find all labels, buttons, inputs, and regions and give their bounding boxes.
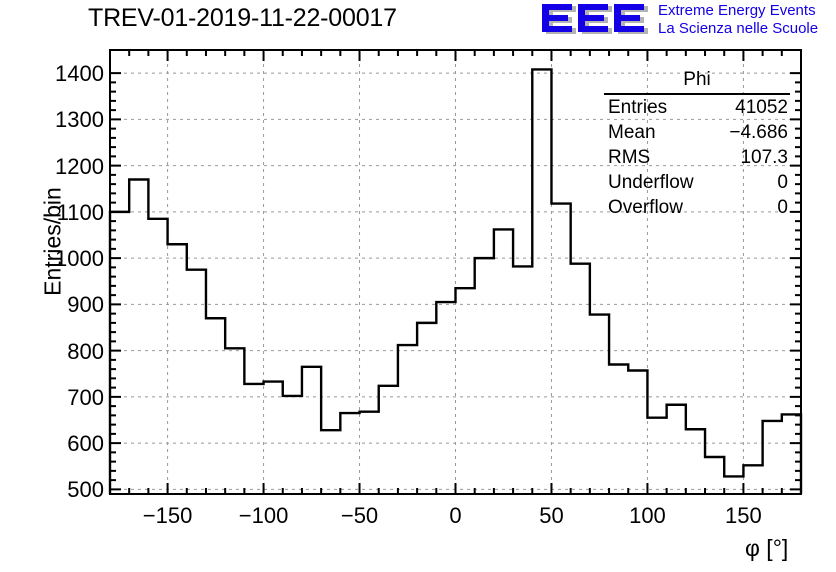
x-tick-label: −150 — [142, 503, 193, 528]
y-tick-label: 900 — [67, 292, 104, 318]
y-tick-label: 1300 — [55, 107, 104, 133]
stats-key: Mean — [608, 122, 656, 143]
stats-value: −4.686 — [729, 122, 788, 143]
x-tick-label: 150 — [725, 503, 762, 528]
eee-logo-mark — [542, 4, 648, 34]
stats-value: 0 — [777, 197, 788, 218]
x-tick-label: 100 — [629, 503, 666, 528]
stats-rows: Entries 41052 Mean −4.686 RMS 107.3 Underflow 0… — [604, 95, 790, 220]
y-tick-label: 500 — [67, 477, 104, 503]
stats-value: 107.3 — [740, 147, 788, 168]
y-tick-label: 600 — [67, 431, 104, 457]
y-tick-label: 800 — [67, 338, 104, 364]
y-tick-label: 1000 — [55, 246, 104, 272]
stats-row: Entries 41052 — [604, 95, 790, 120]
y-tick-label: 1400 — [55, 61, 104, 87]
grid-lines — [110, 50, 801, 494]
x-tick-label: 50 — [539, 503, 564, 528]
stats-key: Overflow — [608, 197, 683, 218]
stats-key: Underflow — [608, 172, 694, 193]
y-tick-label: 1100 — [56, 199, 104, 225]
stats-key: Entries — [608, 97, 668, 118]
eee-logo: Extreme Energy Events La Scienza nelle S… — [540, 2, 832, 40]
y-tick-label: 1200 — [55, 153, 104, 179]
x-tick-label: 0 — [449, 503, 462, 528]
x-axis-title: φ [°] — [745, 535, 789, 561]
eee-logo-text: Extreme Energy Events La Scienza nelle S… — [658, 2, 818, 37]
page-title: TREV-01-2019-11-22-00017 — [88, 4, 397, 32]
x-tick-label: −50 — [340, 503, 379, 528]
y-tick-label: 700 — [67, 384, 104, 410]
stats-key: RMS — [608, 147, 651, 168]
stats-value: 41052 — [735, 97, 788, 118]
stats-row: RMS 107.3 — [604, 145, 790, 170]
stats-value: 0 — [777, 172, 788, 193]
y-tick-labels: 500 600 700 800 900 1000 1100 1200 1300 1400 — [0, 0, 104, 572]
histogram-outline — [108, 68, 803, 494]
stats-title: Phi — [604, 68, 790, 95]
stats-row: Overflow 0 — [604, 195, 790, 220]
x-tick-label: −100 — [238, 503, 289, 528]
stats-row: Mean −4.686 — [604, 120, 790, 145]
eee-logo-line2: La Scienza nelle Scuole — [658, 19, 819, 37]
stats-row: Underflow 0 — [604, 170, 790, 195]
eee-logo-line1: Extreme Energy Events — [658, 2, 816, 19]
x-tick-labels: −150 −100 −50 0 50 100 150 — [0, 503, 836, 543]
stats-box: Phi Entries 41052 Mean −4.686 RMS 107.3 Underf… — [604, 68, 790, 220]
